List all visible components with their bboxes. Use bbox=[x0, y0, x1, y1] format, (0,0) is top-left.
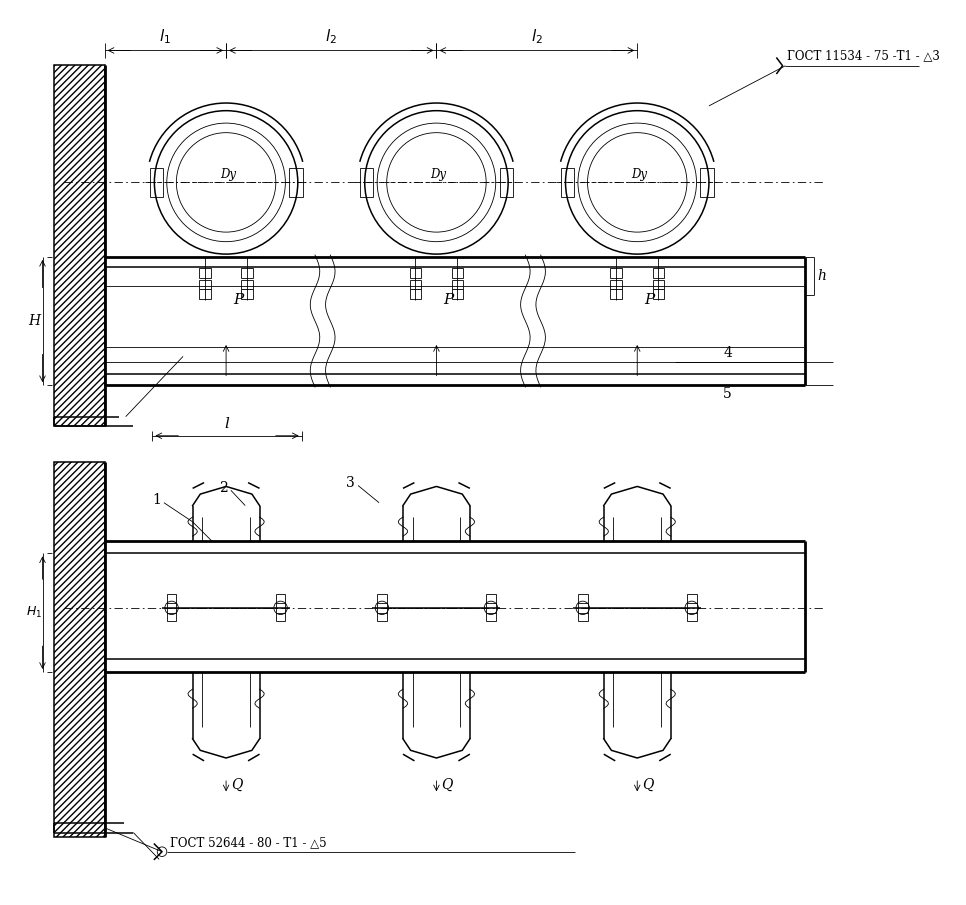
Bar bbox=[377, 595, 386, 621]
Text: Q: Q bbox=[642, 777, 653, 792]
Text: 2: 2 bbox=[219, 481, 228, 495]
Polygon shape bbox=[54, 65, 104, 426]
Text: Dy: Dy bbox=[430, 168, 446, 181]
Bar bbox=[410, 280, 421, 290]
Bar bbox=[560, 168, 574, 196]
Bar bbox=[150, 168, 163, 196]
Text: Dy: Dy bbox=[631, 168, 647, 181]
Text: P: P bbox=[644, 293, 654, 307]
Bar bbox=[611, 280, 622, 290]
Bar bbox=[486, 595, 496, 621]
Bar bbox=[452, 280, 464, 290]
Bar bbox=[578, 595, 587, 621]
Bar bbox=[410, 269, 421, 278]
Bar bbox=[242, 280, 253, 290]
Bar bbox=[276, 595, 285, 621]
Bar bbox=[410, 290, 421, 299]
Text: Dy: Dy bbox=[220, 168, 236, 181]
Text: ГОСТ 11534 - 75 -Т1 - △3: ГОСТ 11534 - 75 -Т1 - △3 bbox=[787, 50, 940, 62]
Text: 5: 5 bbox=[724, 387, 732, 401]
Text: Q: Q bbox=[441, 777, 453, 792]
Bar bbox=[611, 269, 622, 278]
Bar bbox=[289, 168, 302, 196]
Bar bbox=[700, 168, 714, 196]
Bar bbox=[611, 290, 622, 299]
Text: P: P bbox=[443, 293, 453, 307]
Text: 1: 1 bbox=[152, 493, 160, 507]
Text: h: h bbox=[817, 269, 826, 283]
Bar bbox=[199, 269, 211, 278]
Text: l: l bbox=[225, 417, 230, 432]
Bar bbox=[499, 168, 513, 196]
Bar bbox=[652, 280, 664, 290]
Bar bbox=[199, 280, 211, 290]
Bar bbox=[242, 269, 253, 278]
Bar bbox=[452, 290, 464, 299]
Text: ГОСТ 52644 - 80 - Т1 - △5: ГОСТ 52644 - 80 - Т1 - △5 bbox=[170, 836, 327, 850]
Bar bbox=[652, 269, 664, 278]
Bar bbox=[452, 269, 464, 278]
Bar bbox=[242, 290, 253, 299]
Text: H: H bbox=[28, 314, 40, 328]
Polygon shape bbox=[54, 462, 104, 837]
Text: $H_1$: $H_1$ bbox=[26, 605, 42, 620]
Text: P: P bbox=[233, 293, 243, 307]
Text: $l_2$: $l_2$ bbox=[531, 28, 543, 46]
Bar bbox=[167, 595, 177, 621]
Text: 3: 3 bbox=[346, 476, 355, 490]
Bar bbox=[652, 290, 664, 299]
Bar bbox=[687, 595, 696, 621]
Text: $l_2$: $l_2$ bbox=[326, 28, 337, 46]
Text: 4: 4 bbox=[724, 347, 732, 360]
Text: $l_1$: $l_1$ bbox=[159, 28, 171, 46]
Bar bbox=[360, 168, 373, 196]
Bar bbox=[199, 290, 211, 299]
Text: Q: Q bbox=[231, 777, 242, 792]
